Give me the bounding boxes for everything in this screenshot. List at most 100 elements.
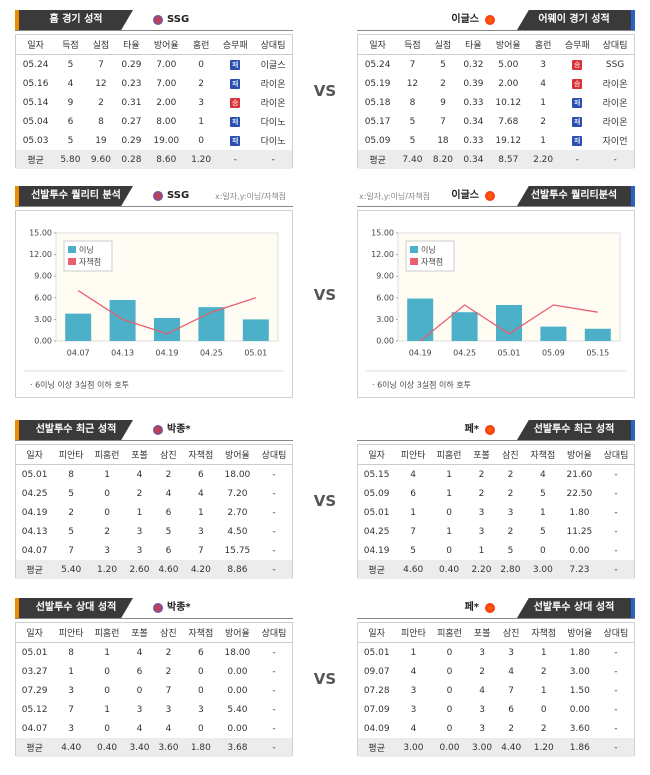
column-header: 포볼 bbox=[125, 623, 154, 643]
cell: 3 bbox=[136, 526, 143, 537]
team-logo bbox=[485, 603, 495, 613]
stats-table: 일자 피안타 피홈런 포볼 삼진 자책점 방어율 상대팀 05.15 4 1 2 2 4 21.60-05.… bbox=[358, 445, 634, 579]
cell: 5 bbox=[68, 488, 75, 499]
cell: - bbox=[614, 685, 618, 696]
cell: 0.00 bbox=[227, 666, 248, 677]
cell: 1.20 bbox=[185, 150, 217, 169]
cell: 4 bbox=[165, 488, 172, 499]
cell: 3 bbox=[198, 97, 204, 108]
column-header: 홈런 bbox=[527, 35, 559, 55]
cell: 3 bbox=[478, 526, 485, 537]
cell: 5 bbox=[539, 488, 546, 499]
cell: 2 bbox=[440, 78, 446, 89]
cell: 1 bbox=[539, 507, 546, 518]
panel: 선발투수 상대 성적 박종* 일자 피안타 피홈런 포볼 삼진 자책점 방어율 상대팀 05.01 8… bbox=[15, 598, 293, 757]
header-row: 일자 피안타 피홈런 포볼 삼진 자책점 방어율 상대팀 bbox=[16, 623, 292, 643]
cell: - bbox=[614, 723, 618, 734]
cell: 2 bbox=[98, 97, 104, 108]
column-header: 피홈런 bbox=[431, 623, 468, 643]
cell: 04.19 bbox=[363, 545, 390, 556]
cell: 2 bbox=[507, 488, 514, 499]
cell: 4 bbox=[197, 488, 204, 499]
table-box: 일자 피안타 피홈런 포볼 삼진 자책점 방어율 상대팀 05.01 1 0 3 3 1 1.80-09.0… bbox=[357, 622, 635, 757]
cell: 4 bbox=[410, 469, 417, 480]
column-header: 삼진 bbox=[496, 623, 526, 643]
column-header: 포볼 bbox=[125, 445, 154, 465]
cell: 3.60 bbox=[569, 723, 590, 734]
cell: 04.13 bbox=[21, 526, 48, 537]
y-tick-label: 12.00 bbox=[371, 250, 394, 259]
cell: 5.40 bbox=[227, 704, 248, 715]
column-header: 삼진 bbox=[153, 445, 183, 465]
cell: 07.29 bbox=[21, 685, 48, 696]
vs-label: VS bbox=[313, 492, 337, 510]
result-cell: 승 bbox=[558, 74, 596, 93]
column-header: 자책점 bbox=[182, 623, 219, 643]
table-row: 05.24 5 7 0.29 7.00 0 패 이글스 bbox=[16, 55, 292, 75]
panel: 선발투수 최근 성적 페* 일자 피안타 피홈런 포볼 삼진 자책점 방어율 상대팀 05.15 4 1… bbox=[357, 420, 635, 579]
column-header: 방어율 bbox=[146, 35, 186, 55]
table-row: 07.29 3 0 0 7 0 0.00 - bbox=[16, 681, 292, 700]
cell: 0.00 bbox=[569, 704, 590, 715]
cell: - bbox=[614, 704, 618, 715]
panel: 선발투수 상대 성적 페* 일자 피안타 피홈런 포볼 삼진 자책점 방어율 상대팀 05.01 1 0… bbox=[357, 598, 635, 757]
cell: 21.60 bbox=[566, 469, 593, 480]
chart: 0.00 3.00 6.00 9.00 12.00 15.00 04.07 04.13 04.1… bbox=[24, 229, 284, 390]
column-header: 삼진 bbox=[495, 445, 525, 465]
column-header: 득점 bbox=[397, 35, 428, 55]
column-header: 실점 bbox=[427, 35, 459, 55]
cell: - bbox=[272, 545, 276, 556]
stats-table: 일자 득점 실점 타율 방어율 홈런 승무패 상대팀 05.24 5 7 0.29 7.00 0 패 이글스 0… bbox=[16, 35, 292, 169]
cell: 1 bbox=[446, 488, 452, 499]
cell: 7.40 bbox=[397, 150, 428, 169]
table-row: 05.09 6 1 2 2 5 22.50 - bbox=[358, 484, 634, 503]
cell: 3.40 bbox=[125, 738, 154, 757]
header-rule bbox=[15, 30, 293, 31]
column-header: 방어율 bbox=[218, 445, 257, 465]
legend-label: 이닝 bbox=[421, 245, 436, 255]
cell: 05.01 bbox=[363, 507, 390, 518]
cell: 3.00 bbox=[395, 738, 432, 757]
cell: - bbox=[272, 526, 276, 537]
cell: 라이온 bbox=[602, 118, 628, 128]
cell: 2.80 bbox=[495, 560, 525, 579]
cell: 0 bbox=[446, 545, 452, 556]
header-rule bbox=[15, 206, 293, 207]
cell: SSG bbox=[605, 59, 625, 70]
result-badge: 승 bbox=[230, 97, 241, 108]
cell: 1.20 bbox=[525, 738, 562, 757]
cell: 04.25 bbox=[363, 526, 390, 537]
table-box: 일자 피안타 피홈런 포볼 삼진 자책점 방어율 상대팀 05.01 8 1 4 2 6 18.00-03.… bbox=[15, 622, 293, 757]
cell: 이글스 bbox=[260, 61, 286, 71]
y-tick-label: 3.00 bbox=[34, 315, 52, 324]
cell: 2 bbox=[507, 469, 514, 480]
legend-swatch bbox=[410, 258, 418, 265]
cell: 0.34 bbox=[463, 116, 484, 127]
cell: 2 bbox=[478, 488, 485, 499]
section-tab: 선발투수 퀄리티분석 bbox=[517, 186, 635, 206]
table-row: 03.27 1 0 6 2 0 0.00- bbox=[16, 662, 292, 681]
cell: 0 bbox=[198, 59, 204, 70]
cell: 5.00 bbox=[498, 59, 519, 70]
stats-table: 일자 득점 실점 타율 방어율 홈런 승무패 상대팀 05.24 7 5 0.32 5.00 3 승 SSG 0… bbox=[358, 35, 634, 169]
cell: - bbox=[614, 666, 618, 677]
cell: 3 bbox=[540, 59, 546, 70]
column-header: 방어율 bbox=[218, 623, 257, 643]
header-row: 일자 피안타 피홈런 포볼 삼진 자책점 방어율 상대팀 bbox=[358, 445, 634, 465]
cell: 자이언 bbox=[602, 137, 628, 147]
cell: 7.23 bbox=[560, 560, 599, 579]
cell: 1 bbox=[540, 135, 546, 146]
legend-label: 자책점 bbox=[421, 257, 443, 267]
cell: - bbox=[614, 545, 618, 556]
cell: 4 bbox=[540, 78, 546, 89]
cell: 2 bbox=[540, 116, 546, 127]
cell: 2.60 bbox=[125, 560, 154, 579]
panel: 홈 경기 성적 SSG 일자 득점 실점 타율 방어율 홈런 승무패 상대팀 05.24 5 7 0.29… bbox=[15, 10, 293, 169]
column-header: 포볼 bbox=[467, 445, 496, 465]
column-header: 피홈런 bbox=[89, 445, 125, 465]
column-header: 일자 bbox=[16, 35, 56, 55]
column-header: 상대팀 bbox=[598, 445, 634, 465]
cell: 1.80 bbox=[569, 647, 590, 658]
table-box: 일자 득점 실점 타율 방어율 홈런 승무패 상대팀 05.24 7 5 0.32 5.00 3 승 SSG 0… bbox=[357, 34, 635, 169]
cell: 2 bbox=[198, 78, 204, 89]
